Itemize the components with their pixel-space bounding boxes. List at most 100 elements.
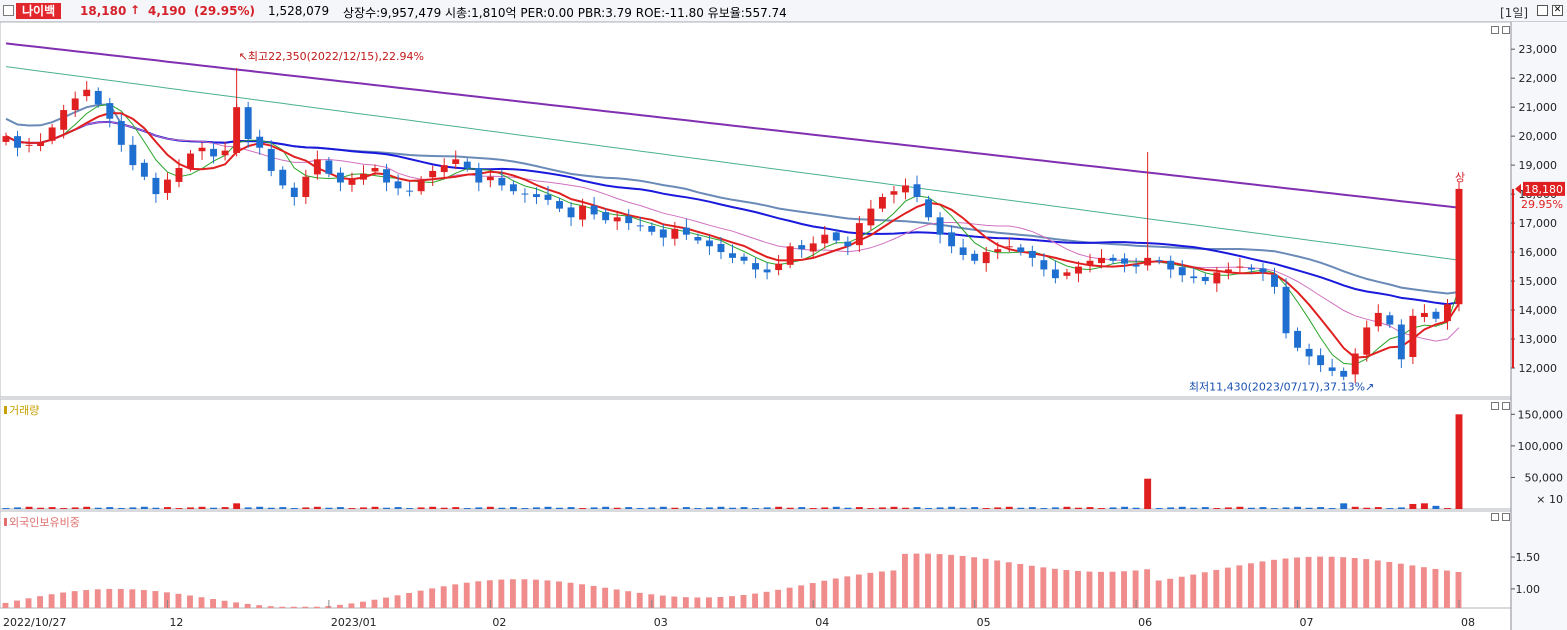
price-tick-label: 23,000: [1519, 43, 1558, 56]
volume-bar: [1028, 507, 1036, 509]
candle-body: [1178, 267, 1186, 276]
period-selector[interactable]: [1일]: [1500, 6, 1529, 20]
foreign-bar: [959, 555, 966, 608]
candle-body: [1028, 250, 1036, 258]
volume-bar: [1144, 478, 1152, 509]
foreign-bar: [1144, 569, 1151, 608]
candle-body: [360, 173, 367, 180]
candle-body: [71, 98, 79, 111]
close-icon[interactable]: ✕: [1552, 5, 1563, 16]
foreign-bar: [1247, 563, 1254, 608]
volume-bar: [14, 507, 21, 509]
candle-body: [221, 150, 229, 156]
candle-body: [982, 252, 990, 264]
volume-bar: [902, 507, 909, 509]
foreign-bar: [233, 602, 240, 608]
volume-bar: [1444, 508, 1451, 509]
volume-bar: [302, 507, 310, 509]
foreign-bar: [878, 571, 885, 608]
candle-body: [244, 107, 252, 140]
candle-body: [625, 216, 633, 224]
candle-body: [890, 191, 898, 195]
volume-close-icon[interactable]: [1502, 402, 1510, 410]
foreign-bar: [1386, 561, 1393, 608]
panel-max-icon[interactable]: [1491, 26, 1499, 34]
candle-body: [1409, 315, 1417, 358]
volume-max-icon[interactable]: [1491, 402, 1499, 410]
volume-bar: [1305, 507, 1313, 509]
volume-bar: [1247, 507, 1255, 509]
volume-bar: [729, 507, 736, 509]
volume-bar: [936, 507, 944, 509]
candle-body: [371, 168, 379, 172]
foreign-close-icon[interactable]: [1502, 513, 1510, 521]
foreign-bar: [129, 589, 136, 608]
volume-bar: [210, 507, 218, 509]
x-axis-label: 04: [815, 616, 829, 629]
foreign-bar: [1051, 568, 1058, 608]
x-axis-label: 06: [1138, 616, 1152, 629]
candle-body: [844, 241, 852, 247]
panel-close-icon[interactable]: [1502, 26, 1510, 34]
candle-body: [60, 110, 68, 130]
candle-body: [1294, 330, 1302, 348]
candle-body: [1213, 272, 1221, 284]
foreign-bar: [244, 603, 251, 608]
candle-body: [1247, 267, 1255, 270]
candle-body: [648, 225, 656, 232]
ma240-line: [5, 42, 1460, 209]
foreign-bar: [1455, 571, 1462, 608]
volume-bar: [1005, 506, 1013, 509]
candle-body: [1351, 353, 1359, 375]
foreign-bar: [279, 606, 286, 608]
volume-bar: [694, 508, 702, 509]
candle-body: [936, 217, 944, 235]
volume-bar: [1236, 506, 1244, 509]
candle-body: [1109, 257, 1117, 261]
candle-body: [14, 136, 21, 148]
maximize-icon[interactable]: [1537, 5, 1548, 16]
candle-body: [556, 201, 563, 209]
foreign-bar: [890, 570, 897, 608]
volume-bar: [544, 506, 552, 509]
current-price: 18,180: [80, 4, 127, 18]
price-tick-label: 21,000: [1519, 101, 1558, 114]
candle-body: [1063, 272, 1071, 276]
volume-bar: [671, 507, 679, 509]
candle-body: [567, 207, 575, 218]
candle-body: [1305, 348, 1313, 357]
candle-body: [533, 194, 540, 198]
foreign-bar: [1374, 560, 1381, 608]
candle-body: [717, 243, 725, 253]
volume-bar: [267, 507, 275, 509]
volume-bar: [1213, 508, 1221, 509]
foreign-max-icon[interactable]: [1491, 513, 1499, 521]
volume-bar: [1363, 507, 1371, 509]
low-annotation: 최저11,430(2023/07/17),37.13%↗: [1189, 381, 1374, 394]
volume-bar: [1224, 507, 1232, 509]
foreign-bar: [371, 599, 378, 608]
volume-bar: [475, 507, 483, 509]
foreign-bar: [544, 580, 551, 608]
foreign-bar: [867, 572, 874, 608]
candle-body: [37, 141, 45, 146]
candle-body: [452, 159, 460, 164]
foreign-bar: [521, 579, 528, 608]
candle-body: [1271, 274, 1278, 287]
volume-bar: [832, 506, 840, 509]
foreign-bar: [1132, 570, 1139, 608]
select-checkbox[interactable]: [3, 5, 14, 16]
foreign-bar: [1167, 578, 1174, 608]
day-range-bar: [1512, 188, 1514, 369]
stock-name[interactable]: 나이백: [16, 3, 62, 19]
candle-body: [521, 193, 529, 195]
volume-bar: [533, 507, 540, 509]
candle-body: [613, 217, 621, 222]
candle-body: [1167, 260, 1175, 270]
candle-body: [636, 225, 644, 227]
volume-bar: [429, 506, 437, 509]
foreign-bar: [533, 579, 539, 608]
foreign-bar: [763, 591, 770, 608]
candle-body: [1420, 312, 1428, 318]
foreign-bar: [740, 595, 747, 608]
